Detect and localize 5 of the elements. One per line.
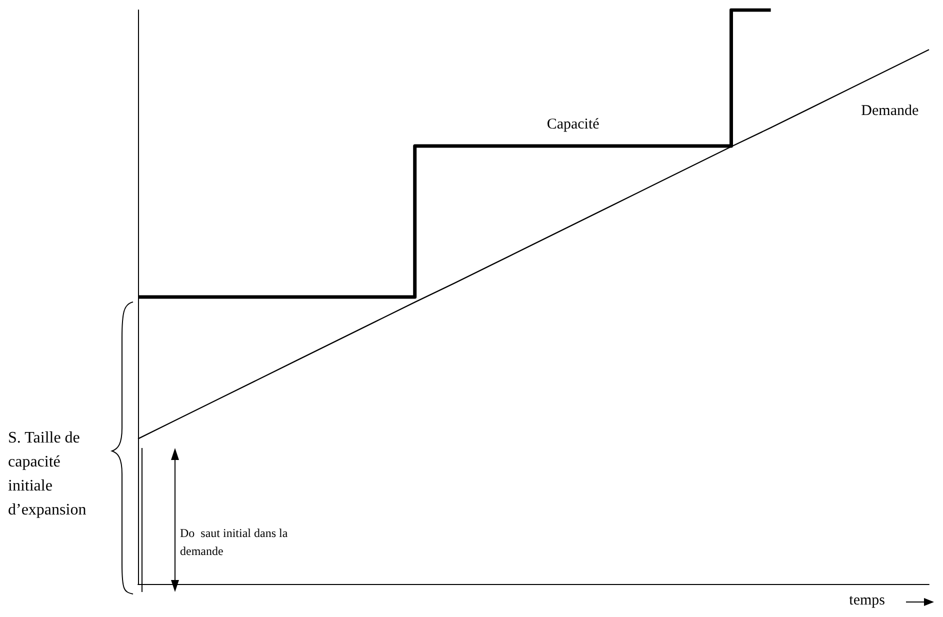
series-label: Capacité <box>546 116 600 133</box>
series-label: Demande <box>861 103 919 120</box>
x-axis-title: temps <box>849 592 886 608</box>
y-axis-title: S. Taille de capacité initiale d’expansion <box>8 430 86 518</box>
annotation: Do saut initial dans la demande <box>180 526 291 558</box>
